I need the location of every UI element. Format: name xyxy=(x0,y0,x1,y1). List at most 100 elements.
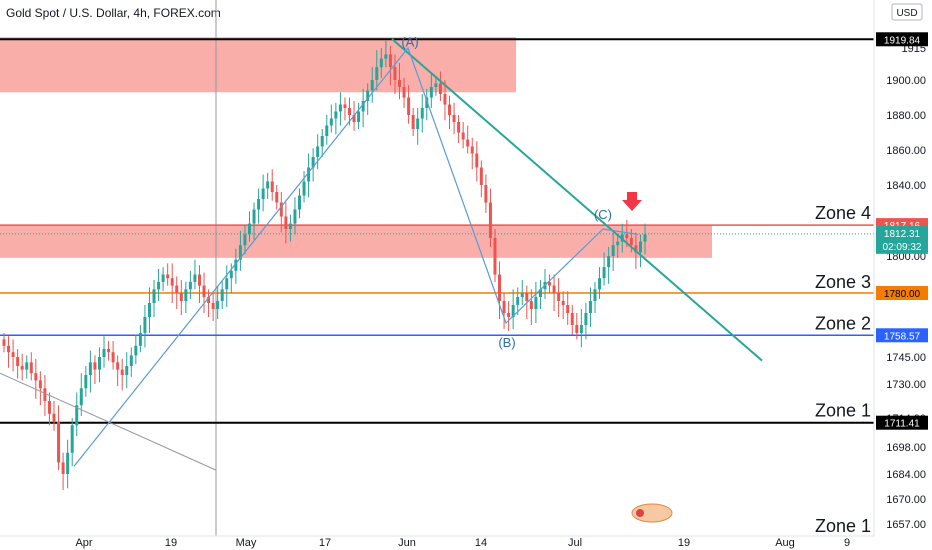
candle-body xyxy=(102,349,106,357)
price-tag xyxy=(876,32,928,47)
candle-body xyxy=(261,188,265,199)
candle-body xyxy=(570,313,574,325)
y-tick-label: 1840.00 xyxy=(886,180,926,192)
candle-body xyxy=(97,357,101,370)
candle-body xyxy=(357,111,361,122)
y-tick-label: 1745.00 xyxy=(886,352,926,364)
candle-body xyxy=(520,293,524,297)
candle-body xyxy=(70,425,74,453)
red-down-arrow-icon xyxy=(622,192,642,211)
candle-body xyxy=(147,303,151,317)
candle-body xyxy=(457,122,461,133)
candle-body xyxy=(643,234,647,242)
y-tick-label: 1730.00 xyxy=(886,379,926,391)
candle-body xyxy=(579,325,583,333)
candle-body xyxy=(270,181,274,192)
candle-body xyxy=(420,108,424,119)
x-tick-label: Apr xyxy=(75,537,92,549)
candle-body xyxy=(443,94,447,105)
candle-body xyxy=(220,289,224,301)
candle-body xyxy=(2,339,6,346)
currency-label: USD xyxy=(896,8,917,19)
event-badge-icon[interactable] xyxy=(631,503,673,523)
candle-body xyxy=(166,274,170,279)
candle-body xyxy=(34,373,38,381)
candle-body xyxy=(329,118,333,126)
candle-body xyxy=(170,278,174,286)
candle-body xyxy=(25,362,29,370)
zone-label-2: Zone 2 xyxy=(815,313,871,333)
candle-body xyxy=(316,146,320,157)
currency-badge[interactable] xyxy=(891,3,923,21)
candle-body xyxy=(161,274,165,282)
wave-label-0: (A) xyxy=(401,34,418,49)
price-tag-value: 1758.57 xyxy=(884,331,921,342)
candle-body xyxy=(257,199,261,210)
candle-body xyxy=(411,115,415,129)
price-tag xyxy=(876,328,928,343)
candle-body xyxy=(588,301,592,313)
y-tick-label: 1900.00 xyxy=(886,75,926,87)
resistance-zone-4 xyxy=(0,225,712,258)
price-tag-value: 1780.00 xyxy=(884,289,921,300)
candle-body xyxy=(66,452,70,474)
candle-body xyxy=(352,115,356,122)
candle-body xyxy=(557,293,561,301)
y-tick-label: 1657.00 xyxy=(886,519,926,531)
x-tick-label: Aug xyxy=(775,537,795,549)
candle-body xyxy=(516,297,520,305)
candle-body xyxy=(293,209,297,224)
candle-body xyxy=(611,245,615,256)
candle-body xyxy=(29,362,33,374)
zones-layer xyxy=(0,0,712,536)
candle-body xyxy=(211,303,215,309)
candle-body xyxy=(184,289,188,301)
y-tick-label: 1800.00 xyxy=(886,251,926,263)
y-tick-label: 1880.00 xyxy=(886,110,926,122)
candle-body xyxy=(616,241,620,246)
candle-body xyxy=(57,421,61,463)
candle-body xyxy=(629,238,633,246)
candle-body xyxy=(207,297,211,303)
wave-label-2: (C) xyxy=(594,207,612,222)
candle-body xyxy=(247,223,251,235)
candle-body xyxy=(288,223,292,229)
candle-body xyxy=(375,67,379,80)
candle-body xyxy=(325,125,329,136)
candle-body xyxy=(343,104,347,108)
candle-body xyxy=(493,238,497,275)
candle-body xyxy=(179,293,183,301)
candle-body xyxy=(566,305,570,313)
current-price-value: 1812.31 xyxy=(884,229,921,240)
candle-body xyxy=(461,132,465,140)
candle-body xyxy=(638,241,642,253)
candle-body xyxy=(498,274,502,301)
candle-body xyxy=(502,301,506,313)
candle-body xyxy=(598,278,602,290)
wave-path xyxy=(73,46,639,467)
candle-body xyxy=(111,352,115,363)
candle-body xyxy=(52,413,56,422)
candle-body xyxy=(234,259,238,271)
price-axis[interactable] xyxy=(874,0,932,550)
drawings-layer: (A) (B) (C) xyxy=(0,34,763,523)
candle-body xyxy=(466,139,470,147)
candle-body xyxy=(348,108,352,115)
candle-body xyxy=(634,245,638,253)
candle-body xyxy=(16,357,20,366)
x-tick-label: 9 xyxy=(844,537,850,549)
candle-body xyxy=(116,362,120,370)
candle-body xyxy=(20,366,24,370)
descending-trendline xyxy=(391,38,763,362)
y-tick-label: 1860.00 xyxy=(886,145,926,157)
candle-body xyxy=(193,274,197,282)
zone-label-4: Zone 1 xyxy=(815,516,871,536)
candle-body xyxy=(88,362,92,375)
candle-body xyxy=(202,285,206,297)
candle-body xyxy=(388,54,392,68)
current-price-tag xyxy=(876,225,928,254)
candle-body xyxy=(507,313,511,317)
candle-body xyxy=(284,216,288,229)
candle-body xyxy=(425,97,429,108)
